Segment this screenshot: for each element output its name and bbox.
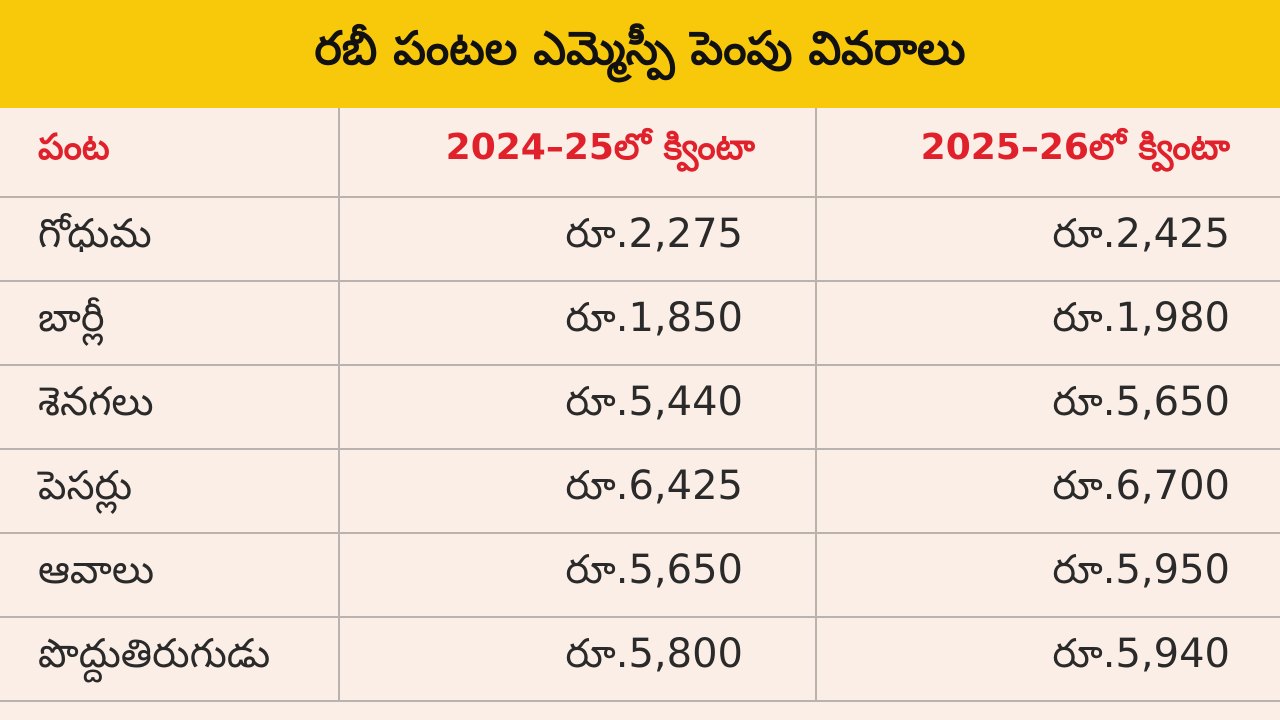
title: రబీ పంటల ఎమ్మెస్పీ పెంపు వివరాలు [314, 21, 966, 75]
msp-price: రూ.1,850 [338, 282, 815, 366]
msp-table: పంట 2024–25లో క్వింటా 2025–26లో క్వింటా గోధ… [0, 108, 1280, 720]
crop-name: బార్లీ [0, 282, 338, 366]
msp-price: రూ.5,650 [815, 366, 1280, 450]
crop-name: పొద్దుతిరుగుడు [0, 618, 338, 702]
crop-name: పెసర్లు [0, 450, 338, 534]
column-header: 2024–25లో క్వింటా [338, 108, 815, 198]
column-header: 2025–26లో క్వింటా [815, 108, 1280, 198]
msp-price: రూ.2,425 [815, 198, 1280, 282]
msp-price: రూ.5,650 [338, 534, 815, 618]
msp-price: రూ.6,425 [338, 450, 815, 534]
crop-name: శెనగలు [0, 366, 338, 450]
msp-price: రూ.5,800 [338, 618, 815, 702]
title-bar: రబీ పంటల ఎమ్మెస్పీ పెంపు వివరాలు [0, 0, 1280, 108]
crop-name: ఆవాలు [0, 534, 338, 618]
msp-price: రూ.1,980 [815, 282, 1280, 366]
crop-name: గోధుమ [0, 198, 338, 282]
msp-price: రూ.5,940 [815, 618, 1280, 702]
msp-price: రూ.6,700 [815, 450, 1280, 534]
column-header: పంట [0, 108, 338, 198]
msp-price: రూ.5,440 [338, 366, 815, 450]
msp-price: రూ.5,950 [815, 534, 1280, 618]
msp-price: రూ.2,275 [338, 198, 815, 282]
